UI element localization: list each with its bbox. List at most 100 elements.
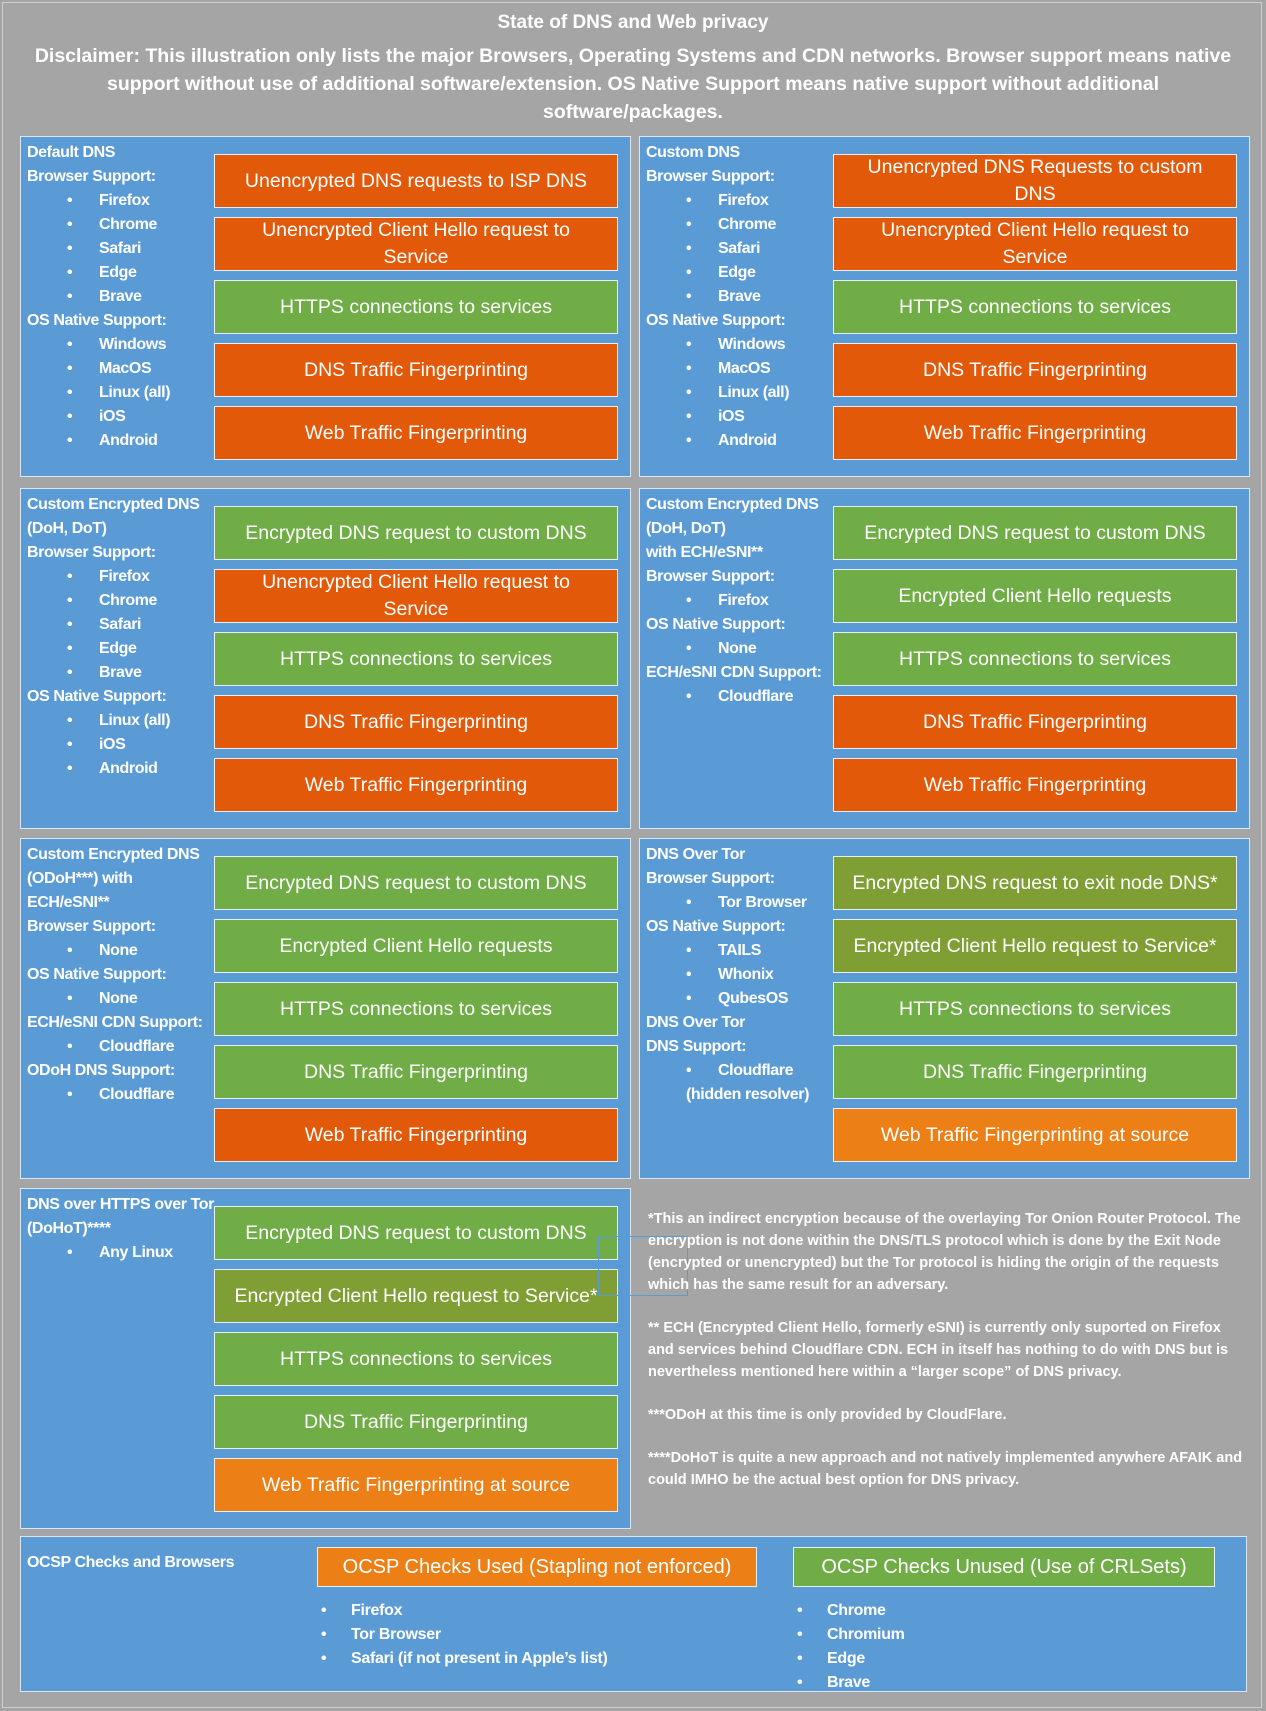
- list-item: • Cloudflare: [646, 685, 822, 709]
- status-box-green: HTTPS connections to services: [214, 632, 618, 686]
- list-item: • Linux (all): [646, 381, 790, 405]
- page-title: State of DNS and Web privacy: [497, 12, 769, 33]
- footnote: ***ODoH at this time is only provided by…: [648, 1407, 1007, 1423]
- ocsp-label: OCSP Checks and Browsers: [27, 1554, 235, 1571]
- status-box-orange: Unencrypted DNS requests to ISP DNS: [214, 154, 618, 208]
- panel-3: Custom Encrypted DNS (DoH, DoT) Browser Su…: [20, 488, 631, 829]
- bullet-icon: •: [686, 640, 692, 657]
- section-heading: Browser Support:: [646, 568, 775, 585]
- status-box-orange: Web Traffic Fingerprinting: [833, 406, 1237, 460]
- section-heading: OS Native Support:: [646, 918, 786, 935]
- bullet-icon: •: [67, 664, 73, 681]
- section-heading: Browser Support:: [27, 168, 156, 185]
- status-box-green: HTTPS connections to services: [833, 632, 1237, 686]
- list-item-label: Linux (all): [99, 384, 171, 401]
- section-heading: Default DNS: [27, 144, 116, 161]
- footnote: *This an indirect encryption because of …: [648, 1211, 1241, 1293]
- list-item-label: Brave: [99, 288, 142, 305]
- bullet-icon: •: [67, 264, 73, 281]
- list-item: • Safari: [27, 613, 199, 637]
- list-item: • Brave: [27, 285, 170, 309]
- bullet-icon: •: [686, 942, 692, 959]
- status-box-green: Encrypted DNS request to custom DNS: [833, 506, 1237, 560]
- section-heading: ECH/eSNI CDN Support:: [646, 664, 822, 681]
- list-item-label: None: [718, 640, 757, 657]
- bullet-icon: •: [686, 688, 692, 705]
- list-item: • Firefox: [321, 1602, 403, 1619]
- list-item: • MacOS: [27, 357, 170, 381]
- status-box-orange: Web Traffic Fingerprinting: [214, 758, 618, 812]
- section-heading: ECH/eSNI CDN Support:: [27, 1014, 203, 1031]
- connector-line: [598, 1236, 688, 1296]
- status-box-green: Encrypted DNS request to custom DNS: [214, 856, 618, 910]
- list-item: • MacOS: [646, 357, 789, 381]
- bullet-icon: •: [67, 216, 73, 233]
- section-heading: Custom DNS: [646, 144, 740, 161]
- section-heading: DNS Over Tor: [646, 846, 745, 863]
- section-heading: ODoH DNS Support:: [27, 1062, 175, 1079]
- panel-description: Custom Encrypted DNS (DoH, DoT) Browser Su…: [27, 493, 200, 781]
- section-heading: DNS over HTTPS over Tor: [27, 1196, 214, 1213]
- list-item-label: Firefox: [99, 568, 150, 585]
- bullet-icon: •: [686, 336, 692, 353]
- list-item-label: TAILS: [718, 942, 762, 959]
- status-box-orange: DNS Traffic Fingerprinting: [833, 343, 1237, 397]
- bullet-icon: •: [67, 408, 73, 425]
- list-item: • Linux (all): [27, 381, 171, 405]
- section-heading: OS Native Support:: [27, 966, 167, 983]
- status-box-orange: Web Traffic Fingerprinting: [214, 1108, 618, 1162]
- list-item: • Android: [27, 429, 170, 453]
- section-heading: (DoH, DoT): [646, 520, 726, 537]
- bullet-icon: •: [686, 592, 692, 609]
- list-item-label: Chrome: [718, 216, 777, 233]
- list-item: • iOS: [27, 733, 199, 757]
- list-item: • Windows: [27, 333, 170, 357]
- status-box-orange: Unencrypted Client Hello request to Serv…: [833, 217, 1237, 271]
- bullet-icon: •: [67, 360, 73, 377]
- list-item-label: Firefox: [99, 192, 150, 209]
- status-box-orange: DNS Traffic Fingerprinting: [214, 343, 618, 397]
- panel-description: Custom Encrypted DNS (DoH, DoT) with ECH/e…: [646, 493, 822, 709]
- list-item-label: Whonix: [718, 966, 774, 983]
- list-item: • Firefox: [27, 565, 199, 589]
- bullet-icon: •: [67, 568, 73, 585]
- section-heading: Browser Support:: [646, 168, 775, 185]
- bullet-icon: •: [67, 192, 73, 209]
- section-heading: Browser Support:: [646, 870, 775, 887]
- bullet-icon: •: [67, 336, 73, 353]
- list-item: • Safari: [27, 237, 170, 261]
- section-heading: (ODoH***) with: [27, 870, 133, 887]
- list-item-label: Edge: [718, 264, 756, 281]
- list-item-label: Any Linux: [99, 1244, 173, 1261]
- panel-description: Custom DNS Browser Support: • Firefox • Chrom…: [646, 141, 790, 453]
- panel-6: DNS Over Tor Browser Support: • Tor Browser…: [639, 838, 1250, 1179]
- panel-4: Custom Encrypted DNS (DoH, DoT) with ECH/e…: [639, 488, 1250, 829]
- section-heading: DNS Support:: [646, 1038, 747, 1055]
- status-box-green: HTTPS connections to services: [833, 280, 1237, 334]
- panel-description: DNS over HTTPS over Tor (DoHoT)**** • Any L…: [27, 1193, 214, 1265]
- status-box-orange: Unencrypted DNS Requests to custom DNS: [833, 154, 1237, 208]
- list-item-label: Tor Browser: [718, 894, 807, 911]
- ocsp-used-box: OCSP Checks Used (Stapling not enforced): [317, 1547, 757, 1587]
- section-heading: with ECH/eSNI**: [646, 544, 763, 561]
- list-item: • None: [646, 637, 822, 661]
- list-item-label: Firefox: [718, 592, 769, 609]
- list-item-label: Safari: [718, 240, 761, 257]
- bullet-icon: •: [67, 760, 73, 777]
- status-box-green: HTTPS connections to services: [214, 982, 618, 1036]
- list-item: • Tor Browser: [646, 891, 809, 915]
- status-box-green: Encrypted DNS request to custom DNS: [214, 1206, 618, 1260]
- bullet-icon: •: [67, 1086, 73, 1103]
- status-box-green: DNS Traffic Fingerprinting: [214, 1045, 618, 1099]
- ocsp-unused-box: OCSP Checks Unused (Use of CRLSets): [793, 1547, 1215, 1587]
- list-item: • Whonix: [646, 963, 809, 987]
- list-item-label: Linux (all): [718, 384, 790, 401]
- list-item-note: (hidden resolver): [686, 1086, 810, 1103]
- status-box-green: HTTPS connections to services: [833, 982, 1237, 1036]
- list-item: • Brave: [797, 1674, 870, 1691]
- bullet-icon: •: [686, 360, 692, 377]
- list-item: • Windows: [646, 333, 789, 357]
- section-heading: OS Native Support:: [27, 688, 167, 705]
- bullet-icon: •: [686, 240, 692, 257]
- section-heading: (DoH, DoT): [27, 520, 107, 537]
